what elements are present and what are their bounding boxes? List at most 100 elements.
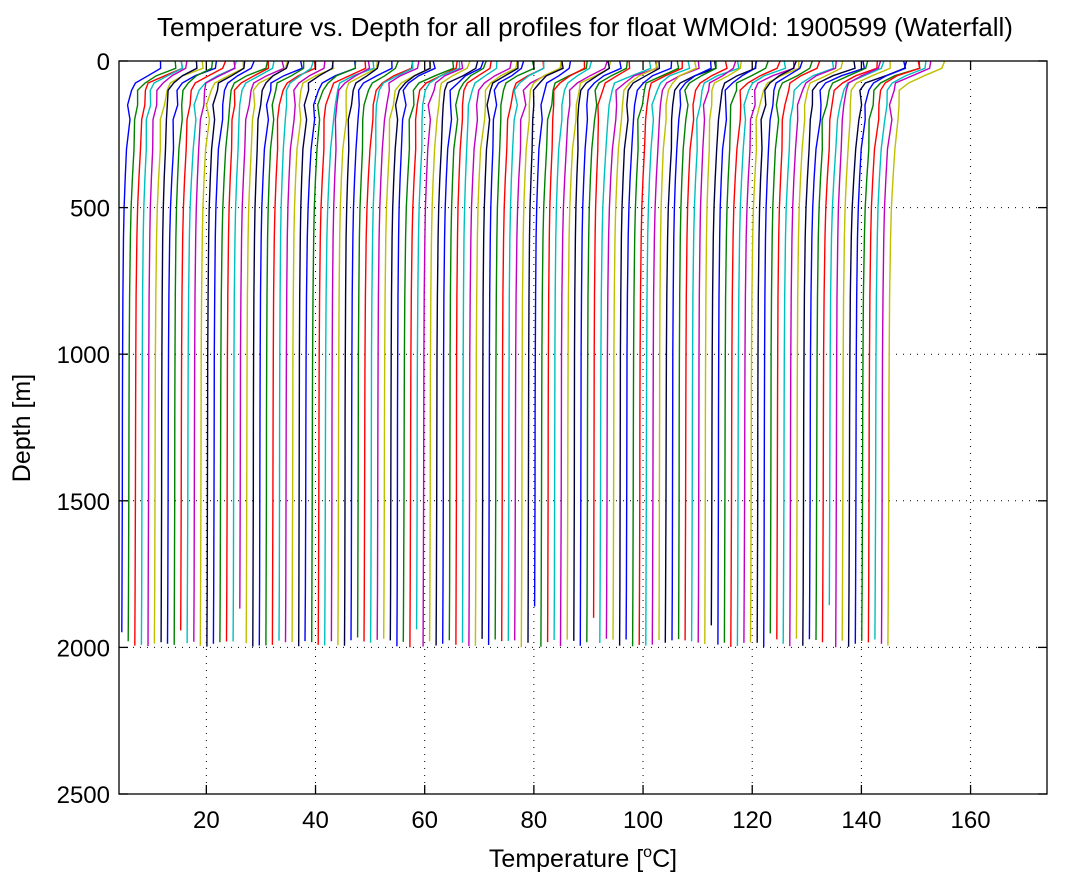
profile-line — [324, 60, 375, 646]
x-axis-ticks: 20 40 60 80 100 120 140 160 — [193, 61, 991, 834]
profile-line — [835, 60, 882, 648]
profile-line — [638, 60, 683, 646]
x-tick-label: 120 — [732, 807, 772, 834]
profile-line — [206, 60, 246, 647]
profile-line — [494, 60, 536, 640]
profile-line — [651, 60, 700, 645]
profile-line — [723, 60, 769, 643]
profile-line — [402, 60, 455, 642]
profile-line — [199, 60, 245, 646]
profile-line — [710, 60, 757, 626]
profile-line — [763, 60, 804, 648]
profile-line — [697, 60, 737, 643]
profile-line — [127, 60, 177, 642]
profile-lines — [121, 60, 946, 648]
profile-line — [134, 60, 184, 646]
profile-line — [717, 60, 758, 645]
y-tick-label: 500 — [70, 196, 110, 223]
profile-line — [468, 60, 513, 647]
x-tick-label: 140 — [841, 807, 881, 834]
x-tick-label: 160 — [951, 807, 991, 834]
profile-line — [291, 60, 335, 643]
profile-line — [252, 60, 290, 647]
profile-line — [546, 60, 586, 643]
profile-line — [507, 61, 545, 641]
x-tick-label: 60 — [411, 807, 438, 834]
y-tick-label: 1000 — [57, 342, 110, 369]
profile-line — [121, 60, 162, 633]
x-axis-label: Temperature [oC] — [489, 844, 677, 873]
profile-line — [265, 60, 305, 646]
profile-line — [501, 60, 545, 642]
profile-line — [415, 60, 461, 630]
profile-line — [743, 60, 795, 643]
profile-line — [841, 60, 891, 641]
profile-line — [271, 60, 316, 645]
profile-line — [428, 60, 471, 642]
y-tick-label: 1500 — [57, 489, 110, 516]
profile-line — [317, 60, 367, 645]
profile-line — [605, 60, 658, 639]
profile-line — [730, 60, 781, 647]
profile-line — [821, 60, 878, 643]
profile-line — [219, 60, 269, 643]
profile-line — [435, 60, 479, 646]
profile-line — [330, 60, 371, 642]
profile-line — [684, 60, 728, 641]
profile-line — [409, 60, 458, 648]
profile-line — [592, 60, 631, 618]
profile-line — [173, 60, 214, 645]
plot-area — [119, 61, 1047, 794]
profile-line — [225, 60, 270, 642]
profile-line — [769, 60, 813, 634]
profile-line — [337, 60, 378, 646]
profile-line — [487, 60, 525, 646]
profile-line — [343, 60, 380, 646]
profile-line — [540, 60, 588, 647]
profile-line — [369, 60, 414, 643]
profile-line — [599, 60, 652, 644]
profile-line — [815, 60, 869, 641]
profile-line — [461, 60, 498, 643]
profile-line — [147, 60, 188, 647]
profile-line — [160, 60, 198, 643]
profile-line — [802, 60, 856, 646]
profile-line — [658, 60, 698, 641]
profile-line — [808, 60, 866, 640]
profile-line — [573, 60, 611, 641]
profile-line — [612, 60, 658, 640]
profile-line — [356, 60, 399, 638]
profile-line — [350, 60, 393, 641]
profile-line — [212, 60, 255, 644]
y-tick-label: 2000 — [57, 635, 110, 662]
profile-line — [239, 60, 285, 609]
profile-line — [180, 60, 227, 631]
profile-line — [756, 60, 797, 643]
y-tick-label: 2500 — [57, 782, 110, 809]
profile-line — [258, 60, 304, 646]
profile-line — [736, 60, 787, 646]
profile-line — [625, 60, 673, 640]
profile-line — [795, 60, 844, 639]
profile-line — [631, 60, 680, 647]
profile-line — [396, 60, 436, 647]
profile-line — [704, 60, 742, 645]
profile-line — [422, 60, 464, 647]
profile-line — [455, 60, 492, 645]
profile-line — [311, 60, 357, 643]
x-tick-label: 40 — [302, 807, 329, 834]
profile-line — [245, 60, 289, 644]
profile-line — [363, 60, 414, 642]
profile-line — [383, 60, 432, 639]
y-axis-label: Depth [m] — [8, 374, 36, 482]
profile-line — [579, 60, 622, 646]
profile-line — [566, 60, 612, 640]
profile-line — [153, 60, 204, 644]
plot-frame — [118, 60, 1048, 795]
profile-line — [789, 60, 837, 647]
profile-line — [854, 60, 907, 644]
profile-line — [664, 60, 717, 643]
profile-line — [389, 60, 431, 641]
profile-line — [474, 60, 518, 646]
